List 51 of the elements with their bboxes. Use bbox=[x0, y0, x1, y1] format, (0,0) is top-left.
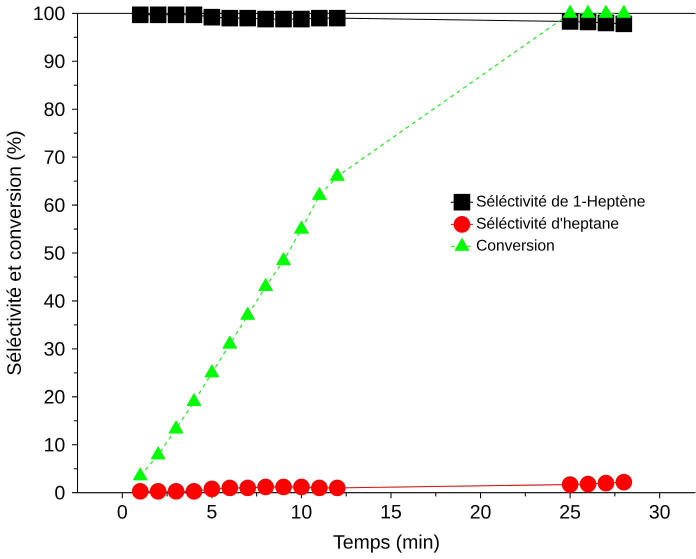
point bbox=[275, 10, 292, 28]
point bbox=[275, 478, 292, 496]
point bbox=[132, 482, 149, 500]
x-tick-label: 10 bbox=[292, 504, 312, 519]
point bbox=[257, 478, 274, 496]
point bbox=[204, 8, 220, 26]
point bbox=[150, 482, 166, 500]
x-axis-title: Temps (min) bbox=[333, 534, 439, 553]
x-tick-label: 15 bbox=[382, 504, 401, 518]
x-tick-label: 25 bbox=[560, 504, 580, 519]
point bbox=[239, 480, 256, 496]
point bbox=[186, 6, 202, 24]
y-tick-label: 10 bbox=[45, 438, 64, 452]
point bbox=[132, 6, 149, 24]
point bbox=[168, 6, 184, 24]
y-axis-title: Séléctivité et conversion (%) bbox=[6, 132, 25, 375]
point bbox=[257, 10, 274, 28]
point bbox=[616, 474, 632, 490]
y-tick-label: 60 bbox=[44, 198, 64, 212]
x-tick-label: 5 bbox=[207, 504, 216, 518]
point bbox=[221, 10, 238, 26]
point bbox=[328, 480, 346, 496]
point bbox=[168, 482, 184, 500]
point bbox=[186, 482, 202, 500]
point bbox=[204, 480, 220, 498]
y-tick-label: 30 bbox=[44, 342, 64, 356]
y-tick-label: 50 bbox=[44, 246, 64, 260]
legend-label: Séléctivité de 1-Heptène bbox=[476, 194, 645, 210]
x-tick-label: 30 bbox=[650, 504, 670, 519]
y-tick-label: 90 bbox=[44, 54, 64, 68]
y-tick-label: 80 bbox=[44, 102, 64, 116]
legend-label: Séléctivité d'heptane bbox=[476, 217, 618, 232]
point bbox=[311, 480, 328, 496]
point bbox=[328, 10, 346, 26]
point bbox=[221, 480, 238, 496]
point bbox=[311, 10, 328, 26]
point bbox=[150, 6, 166, 24]
point bbox=[239, 10, 256, 26]
y-tick-label: 20 bbox=[44, 390, 64, 404]
y-tick-label: 100 bbox=[34, 6, 64, 20]
y-tick-label: 40 bbox=[44, 294, 64, 308]
point bbox=[580, 476, 596, 492]
point bbox=[293, 478, 310, 496]
legend-label: Conversion bbox=[476, 239, 554, 251]
y-tick-label: 70 bbox=[44, 150, 64, 164]
x-tick-label: 20 bbox=[470, 504, 491, 519]
point bbox=[562, 476, 578, 493]
y-tick-label: 0 bbox=[55, 486, 64, 500]
point bbox=[598, 474, 614, 492]
x-tick-label: 0 bbox=[118, 504, 127, 519]
point bbox=[293, 10, 310, 28]
